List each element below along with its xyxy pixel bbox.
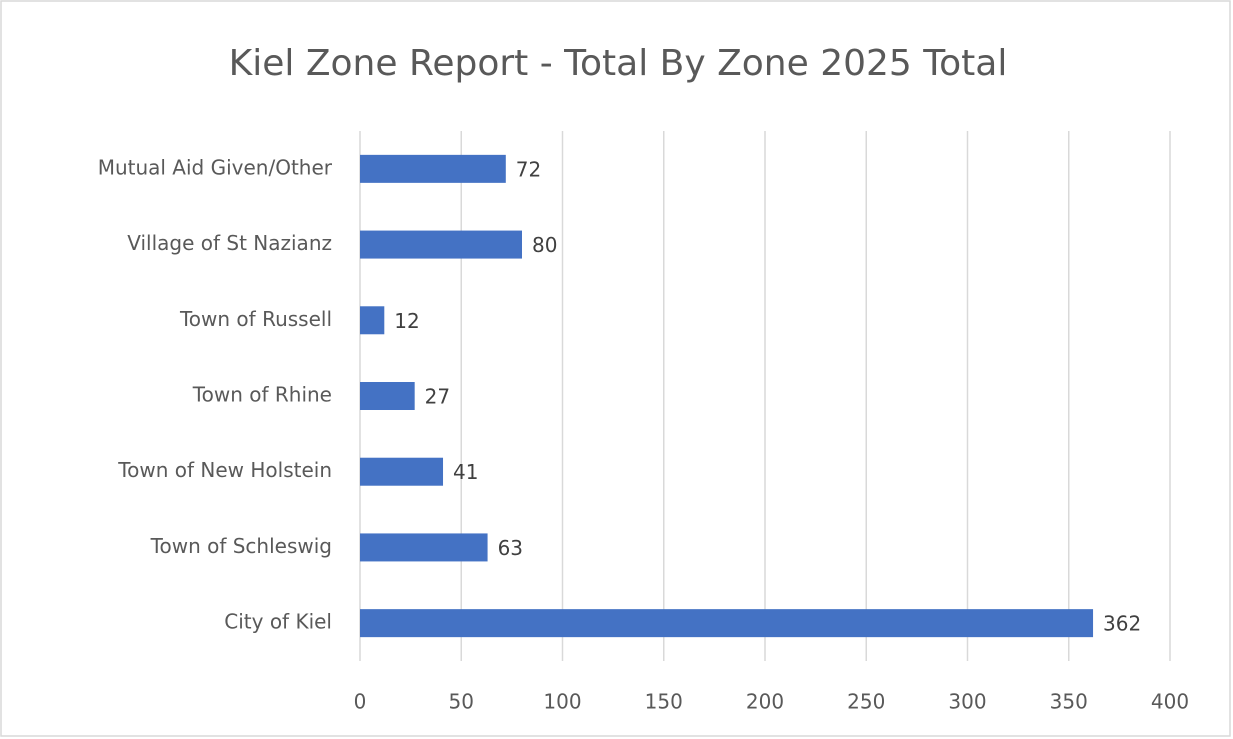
data-label: 27	[425, 385, 450, 409]
bar	[360, 609, 1094, 638]
x-tick-label: 300	[948, 690, 986, 714]
x-tick-label: 200	[746, 690, 784, 714]
data-label: 72	[516, 157, 541, 181]
data-label: 80	[532, 233, 557, 257]
bar	[360, 533, 488, 562]
data-label: 63	[498, 536, 523, 560]
y-tick-label: Town of Schleswig	[150, 534, 332, 558]
y-tick-label: Mutual Aid Given/Other	[98, 155, 333, 179]
bar	[360, 382, 415, 410]
chart-title: Kiel Zone Report - Total By Zone 2025 To…	[229, 43, 1008, 84]
x-tick-label: 100	[543, 690, 581, 714]
x-tick-label: 50	[449, 690, 474, 714]
data-label: 41	[453, 460, 478, 484]
data-label: 12	[394, 309, 419, 333]
x-tick-label: 400	[1151, 690, 1189, 714]
x-tick-label: 250	[847, 690, 885, 714]
bar	[360, 457, 444, 486]
y-tick-label: City of Kiel	[224, 610, 332, 634]
x-tick-label: 0	[354, 690, 367, 714]
bar	[360, 230, 522, 259]
y-tick-label: Village of St Nazianz	[127, 231, 332, 255]
data-label: 362	[1103, 612, 1141, 636]
y-tick-label: Town of New Holstein	[117, 458, 332, 482]
y-tick-label: Town of Russell	[179, 307, 332, 331]
x-tick-label: 350	[1050, 690, 1088, 714]
y-tick-label: Town of Rhine	[192, 383, 332, 407]
bar	[360, 306, 385, 335]
bar	[360, 154, 506, 183]
x-tick-label: 150	[645, 690, 683, 714]
